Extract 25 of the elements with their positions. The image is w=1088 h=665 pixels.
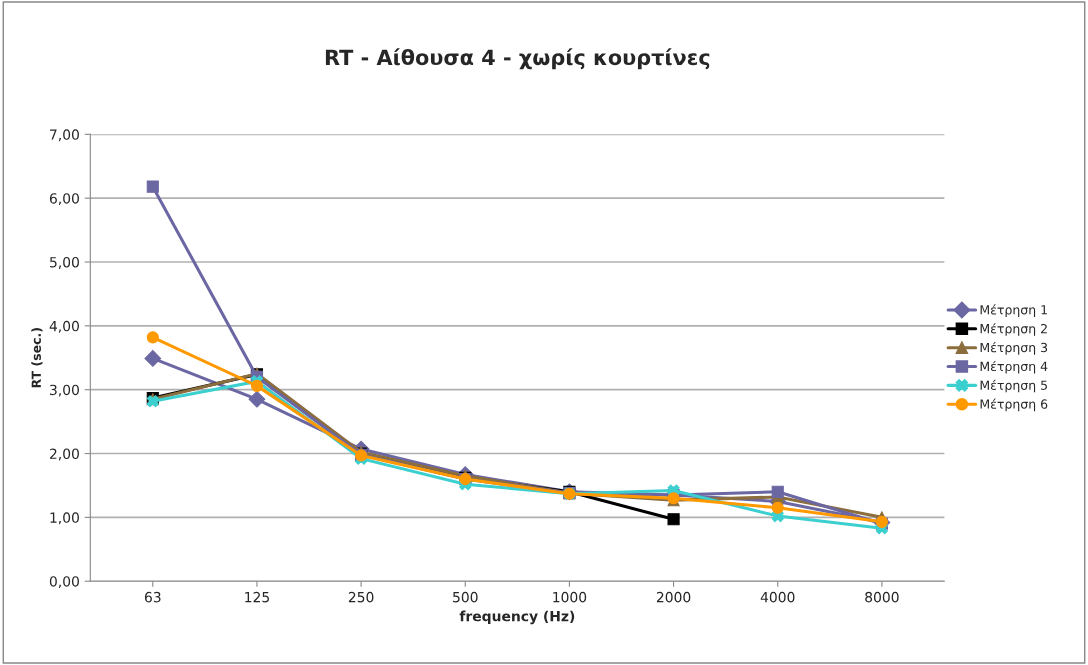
y-tick-label: 7,00	[50, 129, 79, 142]
x-tick-label: 250	[348, 591, 374, 603]
x-tick-label: 63	[144, 591, 161, 603]
y-tick-label: 0,00	[49, 576, 79, 589]
x-tick-label: 4000	[760, 591, 795, 603]
legend-label: Μέτρηση 3	[980, 342, 1048, 355]
y-tick-label: 6,00	[49, 193, 79, 206]
y-tick-label: 2,00	[49, 448, 79, 461]
y-tick-label: 4,00	[49, 320, 79, 333]
chart-title: RT - Αίθουσα 4 - χωρίς κουρτίνες	[325, 48, 710, 70]
y-tick-label: 3,00	[50, 384, 79, 397]
legend-label: Μέτρηση 1	[980, 304, 1047, 317]
legend-label: Μέτρηση 6	[980, 398, 1048, 412]
y-axis-title: RT (sec.)	[31, 328, 43, 388]
x-tick-label: 125	[245, 591, 269, 603]
legend-label: Μέτρηση 2	[980, 323, 1047, 336]
y-tick-label: 5,00	[50, 256, 79, 269]
x-tick-label: 8000	[865, 591, 899, 603]
y-tick-label: 1,00	[50, 512, 79, 525]
x-axis-title: frequency (Hz)	[459, 610, 575, 625]
legend-label: Μέτρηση 4	[980, 360, 1048, 374]
x-tick-label: 1000	[553, 591, 587, 603]
x-tick-label: 2000	[656, 591, 691, 603]
x-tick-label: 500	[453, 591, 478, 603]
legend-label: Μέτρηση 5	[980, 379, 1047, 393]
